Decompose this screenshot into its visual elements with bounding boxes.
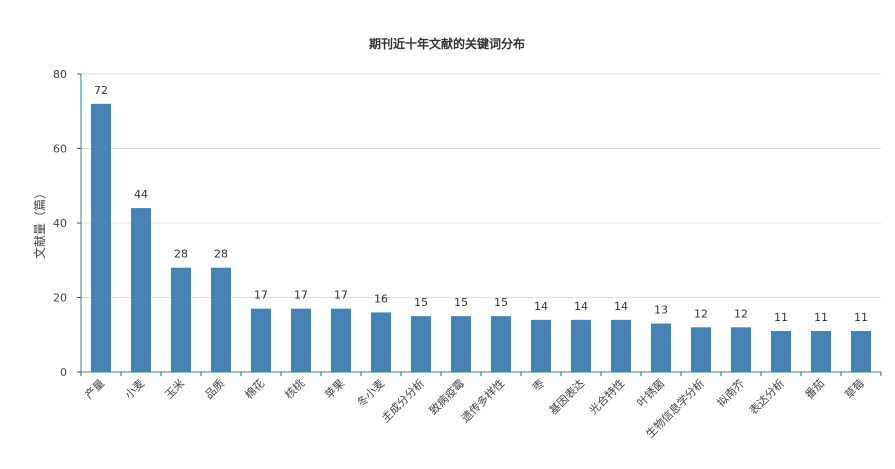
bar[interactable] bbox=[571, 319, 591, 372]
x-tick-label: 致病疫霉 bbox=[426, 376, 467, 417]
x-tick-label: 光合特性 bbox=[586, 376, 627, 417]
bar[interactable] bbox=[171, 267, 191, 372]
x-tick-label: 核桃 bbox=[282, 376, 307, 401]
x-tick-label: 叶锈菌 bbox=[635, 377, 668, 410]
data-label: 15 bbox=[454, 296, 468, 309]
x-tick-labels: 产量 小麦 玉米 品质 棉花 核桃 苹果 冬小麦主成分分析 致病疫霉遗传多样性 枣基因表达 光合特性… bbox=[80, 372, 882, 441]
data-label: 12 bbox=[694, 307, 708, 320]
y-tick-label: 20 bbox=[53, 292, 67, 305]
data-label: 14 bbox=[534, 300, 548, 313]
bar[interactable] bbox=[451, 316, 471, 372]
chart-title: 期刊近十年文献的关键词分布 bbox=[369, 36, 525, 51]
x-tick-label: 棉花 bbox=[242, 376, 267, 401]
x-tick-label: 表达分析 bbox=[746, 376, 787, 417]
x-tick-label: 遗传多样性 bbox=[458, 376, 507, 425]
x-tick-label: 枣 bbox=[530, 377, 547, 394]
bar[interactable] bbox=[411, 316, 431, 372]
data-label: 44 bbox=[134, 188, 148, 201]
x-tick-label: 草莓 bbox=[842, 377, 867, 402]
x-tick-label: 玉米 bbox=[162, 377, 187, 402]
x-tick-label: 番茄 bbox=[802, 376, 827, 401]
data-label: 15 bbox=[414, 296, 428, 309]
x-tick-label: 品质 bbox=[202, 377, 227, 402]
data-label: 14 bbox=[574, 300, 588, 313]
data-label: 11 bbox=[854, 311, 868, 324]
y-axis-label: 文献量（篇） bbox=[32, 187, 47, 259]
y-tick-label: 0 bbox=[60, 366, 67, 379]
x-tick-label: 产量 bbox=[82, 376, 107, 401]
gridlines bbox=[81, 73, 881, 298]
bar[interactable] bbox=[731, 327, 751, 372]
bar[interactable] bbox=[611, 319, 631, 372]
x-tick-label: 基因表达 bbox=[546, 376, 587, 417]
data-label: 28 bbox=[214, 248, 228, 261]
y-tick-label: 80 bbox=[53, 68, 67, 81]
x-tick-label: 冬小麦 bbox=[354, 376, 387, 409]
data-label: 14 bbox=[614, 300, 628, 313]
data-label: 17 bbox=[334, 289, 348, 302]
bar[interactable] bbox=[251, 308, 271, 372]
data-label: 17 bbox=[294, 289, 308, 302]
bar[interactable] bbox=[291, 308, 311, 372]
data-label: 15 bbox=[494, 296, 508, 309]
data-label: 28 bbox=[174, 248, 188, 261]
data-label: 72 bbox=[94, 84, 108, 97]
bar[interactable] bbox=[691, 327, 711, 372]
x-tick-label: 拟南芥 bbox=[714, 376, 747, 409]
bar[interactable] bbox=[211, 267, 231, 372]
data-label: 11 bbox=[774, 311, 788, 324]
y-tick-label: 60 bbox=[53, 143, 67, 156]
bar[interactable] bbox=[131, 208, 151, 372]
bar[interactable] bbox=[531, 319, 551, 372]
data-label: 11 bbox=[814, 311, 828, 324]
bars bbox=[91, 103, 871, 373]
y-tick-label: 40 bbox=[53, 217, 67, 230]
data-label: 16 bbox=[374, 292, 388, 305]
bar[interactable] bbox=[771, 331, 791, 372]
bar[interactable] bbox=[811, 331, 831, 372]
x-tick-label: 主成分分析 bbox=[378, 376, 427, 425]
y-tick-labels: 0 20 40 60 80 bbox=[53, 68, 81, 379]
bar[interactable] bbox=[491, 316, 511, 372]
bar[interactable] bbox=[651, 323, 671, 372]
data-label: 13 bbox=[654, 304, 668, 317]
bar[interactable] bbox=[851, 331, 871, 372]
x-tick-label: 苹果 bbox=[322, 376, 347, 401]
data-label: 17 bbox=[254, 289, 268, 302]
bar[interactable] bbox=[371, 312, 391, 372]
data-label: 12 bbox=[734, 307, 748, 320]
x-tick-label: 小麦 bbox=[122, 377, 147, 402]
value-labels: 72 44 28 28 17 17 17 16 15 15 15 14 14 14 13 12 12 11 11 11 bbox=[94, 84, 868, 324]
bar[interactable] bbox=[331, 308, 351, 372]
bar[interactable] bbox=[91, 103, 111, 373]
